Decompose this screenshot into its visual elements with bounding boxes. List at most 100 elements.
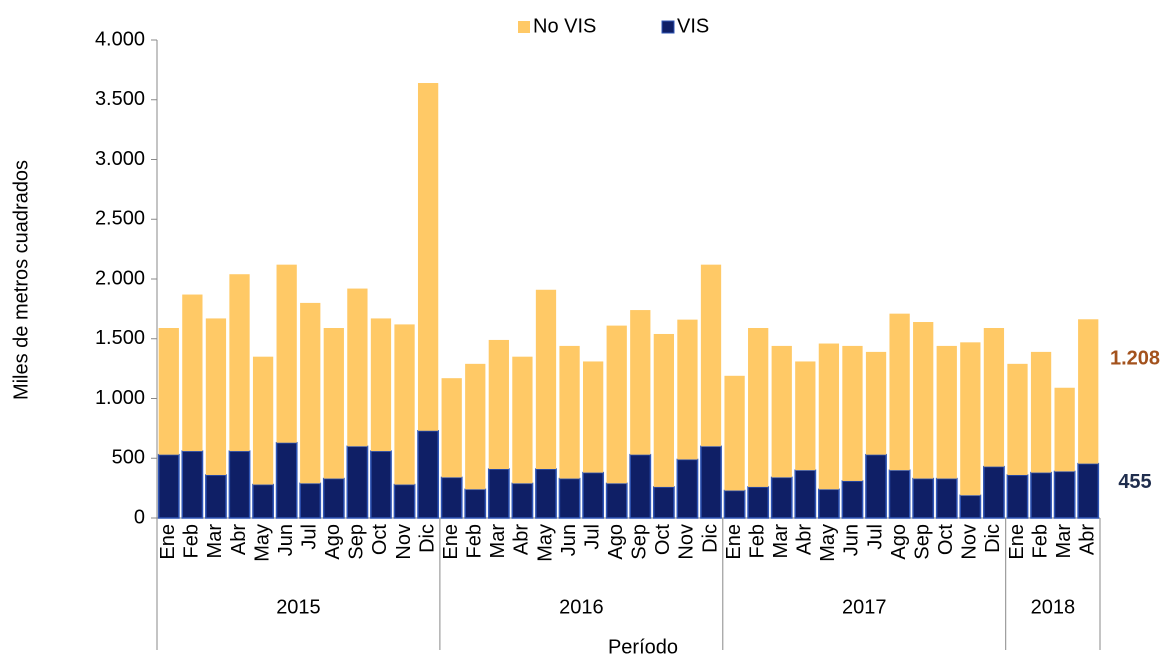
no-vis-bar bbox=[535, 289, 557, 470]
x-tick-label: Dic bbox=[416, 524, 438, 553]
vis-bar bbox=[629, 453, 652, 519]
vis-bar bbox=[370, 450, 392, 519]
x-tick-label: Oct bbox=[935, 524, 957, 556]
no-vis-bar bbox=[606, 325, 627, 484]
no-vis-bar bbox=[583, 361, 604, 473]
vis-bar bbox=[1077, 462, 1100, 519]
x-tick-label: Abr bbox=[1076, 524, 1098, 555]
vis-bar bbox=[700, 445, 722, 519]
no-vis-bar bbox=[842, 345, 863, 481]
no-vis-bar bbox=[465, 363, 486, 490]
vis-bar bbox=[252, 483, 274, 519]
x-axis-title: Período bbox=[608, 636, 678, 658]
vis-bar bbox=[605, 482, 628, 519]
x-group-label: 2016 bbox=[559, 596, 604, 618]
no-vis-bar bbox=[1030, 351, 1052, 473]
x-tick-label: Dic bbox=[699, 524, 721, 553]
x-tick-label: Abr bbox=[228, 524, 250, 555]
no-vis-bar bbox=[441, 378, 462, 478]
no-vis-bar bbox=[300, 302, 321, 484]
y-tick-label: 0 bbox=[134, 506, 145, 528]
vis-bar bbox=[865, 453, 887, 519]
no-vis-bar bbox=[394, 324, 415, 485]
vis-bar bbox=[582, 471, 605, 519]
vis-bar bbox=[1030, 471, 1052, 519]
no-vis-bar bbox=[1054, 387, 1075, 472]
vis-bar bbox=[723, 489, 746, 519]
vis-bar bbox=[440, 476, 463, 519]
x-tick-label: May bbox=[534, 524, 556, 562]
no-vis-bar bbox=[229, 274, 250, 452]
vis-bar bbox=[157, 453, 180, 519]
x-tick-label: Sep bbox=[346, 524, 368, 560]
vis-bar bbox=[935, 477, 958, 519]
x-group-label: 2015 bbox=[276, 596, 321, 618]
no-vis-bar bbox=[960, 342, 981, 496]
legend-label: No VIS bbox=[533, 15, 596, 37]
no-vis-bar bbox=[276, 264, 297, 443]
legend-swatch bbox=[518, 21, 530, 33]
x-tick-label: Oct bbox=[369, 524, 391, 556]
x-tick-label: Sep bbox=[911, 524, 933, 560]
y-tick-label: 2.500 bbox=[95, 208, 145, 230]
vis-bar bbox=[1006, 474, 1029, 519]
no-vis-bar bbox=[252, 356, 274, 485]
no-vis-bar bbox=[182, 294, 203, 452]
no-vis-bar bbox=[865, 351, 887, 455]
vis-bar bbox=[912, 477, 935, 519]
vis-bar bbox=[1053, 470, 1076, 519]
no-vis-bar bbox=[630, 310, 651, 455]
x-tick-label: Feb bbox=[746, 524, 768, 558]
x-tick-label: Jun bbox=[841, 524, 863, 556]
no-vis-bar bbox=[347, 288, 368, 447]
y-tick-label: 500 bbox=[112, 447, 145, 469]
x-tick-label: Jun bbox=[275, 524, 297, 556]
x-tick-label: Ene bbox=[157, 524, 179, 560]
legend-swatch bbox=[661, 20, 675, 34]
x-tick-label: Ago bbox=[322, 524, 344, 560]
x-tick-label: Feb bbox=[181, 524, 203, 558]
x-tick-label: Mar bbox=[487, 524, 509, 559]
no-vis-bar bbox=[559, 345, 580, 479]
no-vis-bar bbox=[653, 333, 674, 487]
vis-bar bbox=[487, 468, 510, 519]
y-tick-label: 2.000 bbox=[95, 267, 145, 289]
vis-bar bbox=[652, 486, 675, 519]
x-tick-label: Sep bbox=[629, 524, 651, 560]
x-tick-label: Ene bbox=[723, 524, 745, 560]
x-tick-label: Abr bbox=[511, 524, 533, 555]
no-vis-bar bbox=[889, 313, 910, 471]
y-tick-label: 3.000 bbox=[95, 148, 145, 170]
x-tick-label: Jul bbox=[581, 524, 603, 550]
x-tick-label: Feb bbox=[464, 524, 486, 558]
x-tick-label: Oct bbox=[652, 524, 674, 556]
no-vis-bar bbox=[818, 343, 840, 490]
x-tick-label: Mar bbox=[204, 524, 226, 559]
vis-bar bbox=[959, 494, 982, 519]
x-tick-label: Ene bbox=[1006, 524, 1028, 560]
x-tick-label: Mar bbox=[1053, 524, 1075, 559]
vis-bar bbox=[558, 477, 581, 519]
vis-bar bbox=[205, 474, 227, 519]
x-tick-label: May bbox=[817, 524, 839, 562]
vis-bar bbox=[322, 477, 345, 519]
value-label: 1.208 bbox=[1110, 348, 1160, 370]
vis-bar bbox=[676, 458, 699, 519]
y-tick-label: 3.500 bbox=[95, 88, 145, 110]
no-vis-bar bbox=[677, 319, 698, 460]
x-tick-label: Dic bbox=[982, 524, 1004, 553]
x-tick-label: Nov bbox=[959, 524, 981, 560]
legend-label: VIS bbox=[677, 15, 709, 37]
vis-bar bbox=[393, 483, 416, 519]
vis-bar bbox=[181, 450, 204, 519]
vis-bar bbox=[770, 476, 793, 519]
x-tick-label: Jul bbox=[864, 524, 886, 550]
vis-bar bbox=[228, 450, 251, 519]
no-vis-bar bbox=[417, 83, 439, 431]
vis-bar bbox=[818, 488, 840, 519]
vis-bar bbox=[464, 488, 487, 519]
no-vis-bar bbox=[158, 327, 179, 455]
x-group-label: 2017 bbox=[842, 596, 887, 618]
no-vis-bar bbox=[700, 264, 722, 447]
vis-bar bbox=[511, 482, 534, 519]
